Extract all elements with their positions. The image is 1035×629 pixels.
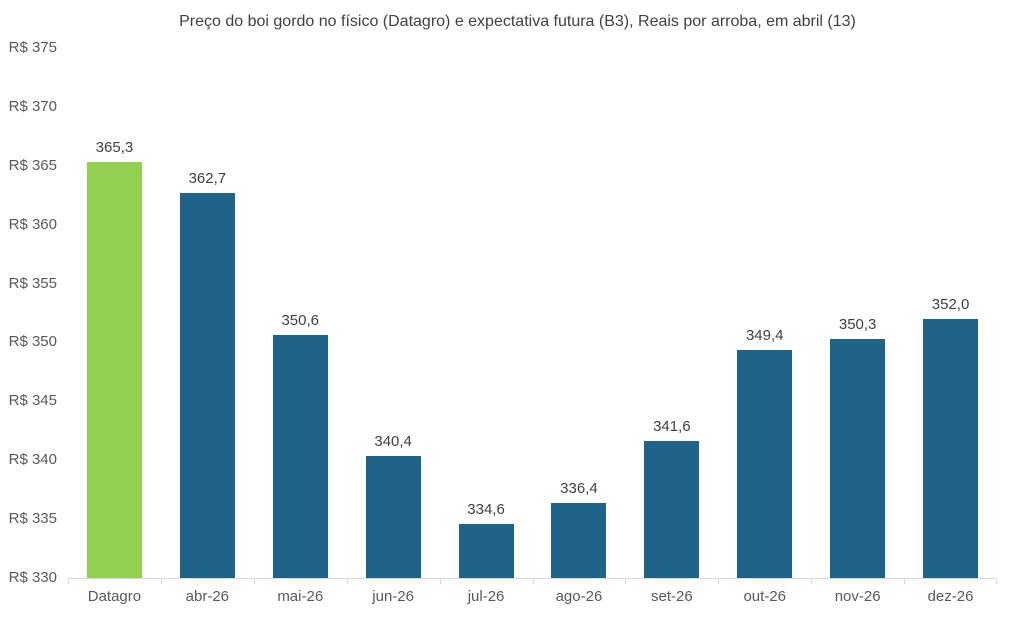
bar-value-label: 334,6 (467, 500, 505, 518)
bar-out-26 (737, 349, 793, 578)
bar-value-label: 350,3 (838, 315, 877, 333)
y-tick-label: R$ 370 (8, 97, 57, 115)
bar-mai-26 (272, 335, 328, 578)
x-axis-labels: Datagro abr-26 mai-26 jun-26 jul-26 ago-26 set… (68, 587, 997, 607)
bar-value-label: 362,7 (188, 169, 227, 187)
x-axis-tickmark (347, 579, 348, 584)
bar-value-label: 340,4 (374, 432, 412, 450)
bar-nov-26 (830, 338, 886, 578)
bar-value-label: 341,6 (653, 418, 691, 436)
bar-datagro (86, 162, 142, 578)
x-tick-label: set-26 (650, 588, 693, 605)
x-tick-label: out-26 (743, 588, 787, 605)
bar-jun-26 (365, 455, 421, 578)
y-tick-label: R$ 375 (8, 39, 57, 56)
x-axis-tickmark (68, 579, 69, 584)
bar-abr-26 (179, 192, 235, 578)
chart-title: Preço do boi gordo no físico (Datagro) e… (179, 13, 856, 30)
x-tick-label: jul-26 (467, 588, 505, 605)
x-axis (68, 579, 997, 584)
y-tick-label: R$ 350 (8, 333, 57, 351)
x-tick-label: nov-26 (834, 588, 881, 605)
x-axis-tickmark (440, 579, 441, 584)
x-axis-tickmark (904, 579, 905, 584)
bar-value-label: 350,6 (281, 312, 320, 330)
bar-dez-26 (923, 318, 979, 578)
x-tick-label: jun-26 (372, 588, 414, 605)
bar-value-label: 365,3 (95, 139, 134, 157)
x-tick-label: mai-26 (277, 588, 324, 605)
y-tick-label: R$ 330 (8, 569, 57, 586)
plot-area: 365,3 362,7 350,6 340,4 334,6 336,4 341,6 349,4… (68, 48, 997, 579)
y-tick-label: R$ 365 (8, 156, 57, 174)
bar-value-label: 336,4 (560, 479, 598, 497)
bar-ago-26 (551, 502, 607, 578)
y-tick-label: R$ 345 (8, 392, 57, 410)
x-tick-label: Datagro (87, 588, 142, 605)
x-axis-tickmark (533, 579, 534, 584)
bar-value-label: 349,4 (745, 326, 784, 344)
y-tick-label: R$ 340 (8, 451, 57, 469)
bar-jul-26 (458, 523, 514, 578)
y-tick-label: R$ 335 (8, 510, 57, 528)
x-tick-label: dez-26 (927, 588, 974, 605)
x-axis-tickmark (811, 579, 812, 584)
x-axis-tickmark (254, 579, 255, 584)
x-axis-tickmark (625, 579, 626, 584)
bar-value-label: 352,0 (931, 295, 970, 313)
y-tick-label: R$ 355 (8, 274, 57, 292)
y-tick-label: R$ 360 (8, 215, 57, 233)
x-tick-label: abr-26 (185, 588, 230, 605)
x-tick-label: ago-26 (555, 588, 603, 605)
x-axis-tickmark (996, 579, 997, 584)
bar-set-26 (644, 441, 700, 578)
x-axis-tickmark (161, 579, 162, 584)
x-axis-tickmark (718, 579, 719, 584)
